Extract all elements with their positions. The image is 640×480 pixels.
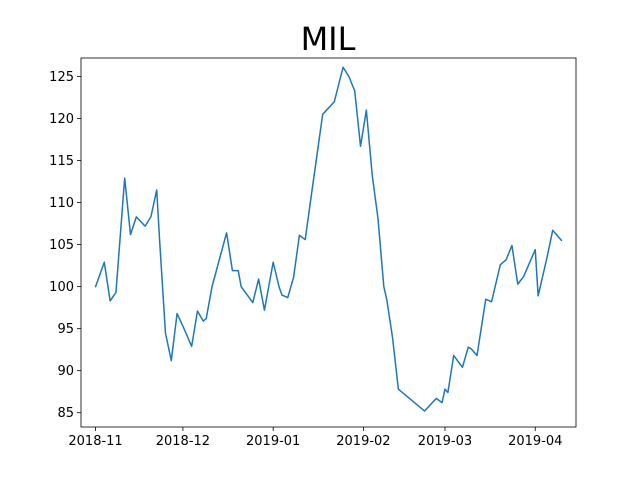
x-tick-label: 2019-04 — [508, 434, 562, 449]
x-tick-label: 2019-03 — [418, 434, 472, 449]
y-tick-label: 85 — [57, 406, 74, 421]
x-tick-label: 2018-11 — [68, 434, 122, 449]
y-tick-label: 105 — [49, 238, 74, 253]
y-tick-label: 125 — [49, 70, 74, 85]
y-tick-label: 110 — [49, 196, 74, 211]
chart-title: MIL — [301, 20, 356, 58]
plot-frame — [80, 57, 577, 428]
series-line — [94, 66, 563, 412]
y-tick-label: 100 — [49, 280, 74, 295]
x-tick-label: 2019-01 — [246, 434, 300, 449]
y-tick-label: 95 — [57, 322, 74, 337]
x-tick-label: 2018-12 — [156, 434, 210, 449]
y-tick-label: 120 — [49, 112, 74, 127]
axis-ticks: 2018-11 2018-12 2019-01 2019-02 2019-03 2019-… — [49, 70, 562, 449]
y-tick-label: 90 — [57, 364, 74, 379]
y-tick-label: 115 — [49, 154, 74, 169]
x-tick-label: 2019-02 — [336, 434, 390, 449]
